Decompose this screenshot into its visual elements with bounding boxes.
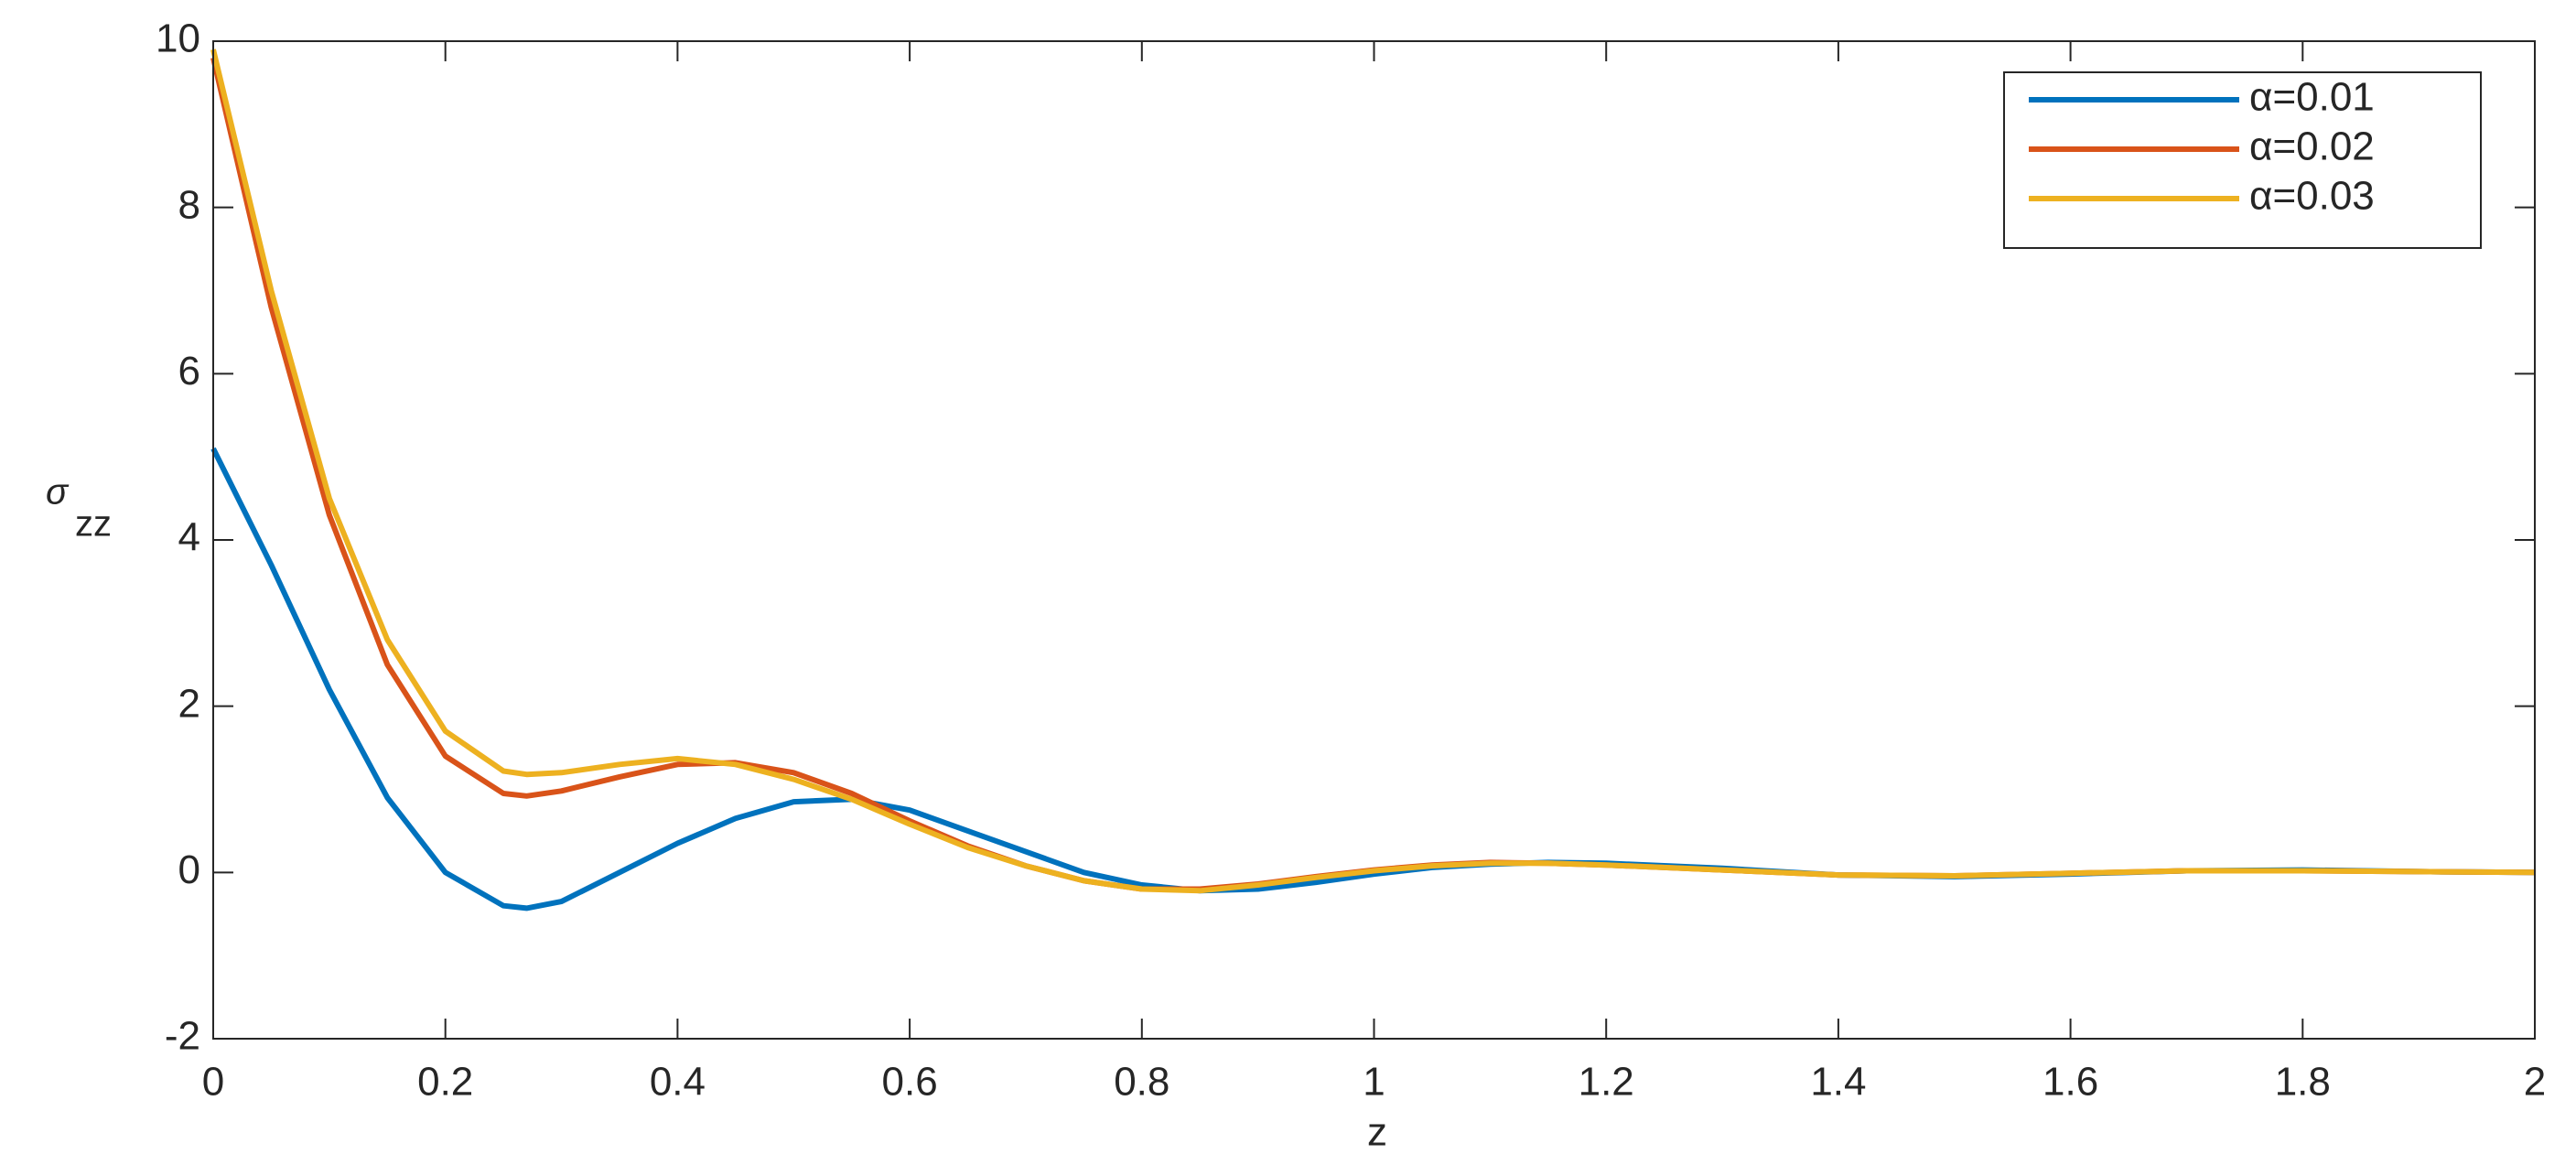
y-tick-label: 6	[178, 349, 200, 394]
y-tick-label: 4	[178, 515, 200, 560]
y-tick-label: 10	[156, 16, 200, 61]
legend-label: α=0.01	[2249, 75, 2375, 120]
y-tick-label: -2	[165, 1014, 200, 1059]
x-tick-label: 1.8	[2275, 1060, 2331, 1105]
y-axis-label: σ	[46, 472, 70, 512]
x-tick-label: 0.2	[417, 1060, 473, 1105]
y-axis-label-subscript: zz	[75, 504, 112, 545]
x-axis-label: z	[1367, 1110, 1387, 1155]
y-tick-label: 8	[178, 182, 200, 227]
x-tick-label: 1.4	[1810, 1060, 1866, 1105]
data-line	[210, 49, 2536, 894]
x-tick-label: 0	[202, 1060, 224, 1105]
x-tick-label: 0.6	[882, 1060, 938, 1105]
x-tick-label: 1	[1363, 1060, 1385, 1105]
legend-label: α=0.02	[2249, 124, 2375, 169]
y-tick-label: 2	[178, 681, 200, 726]
legend-label: α=0.03	[2249, 174, 2375, 219]
x-tick-label: 1.6	[2042, 1060, 2098, 1105]
plot-frame	[212, 40, 2536, 1040]
x-tick-label: 0.4	[650, 1060, 706, 1105]
x-tick-label: 2	[2524, 1060, 2546, 1105]
y-tick-label: 0	[178, 847, 200, 892]
x-tick-label: 1.2	[1579, 1060, 1634, 1105]
x-tick-label: 0.8	[1114, 1060, 1169, 1105]
